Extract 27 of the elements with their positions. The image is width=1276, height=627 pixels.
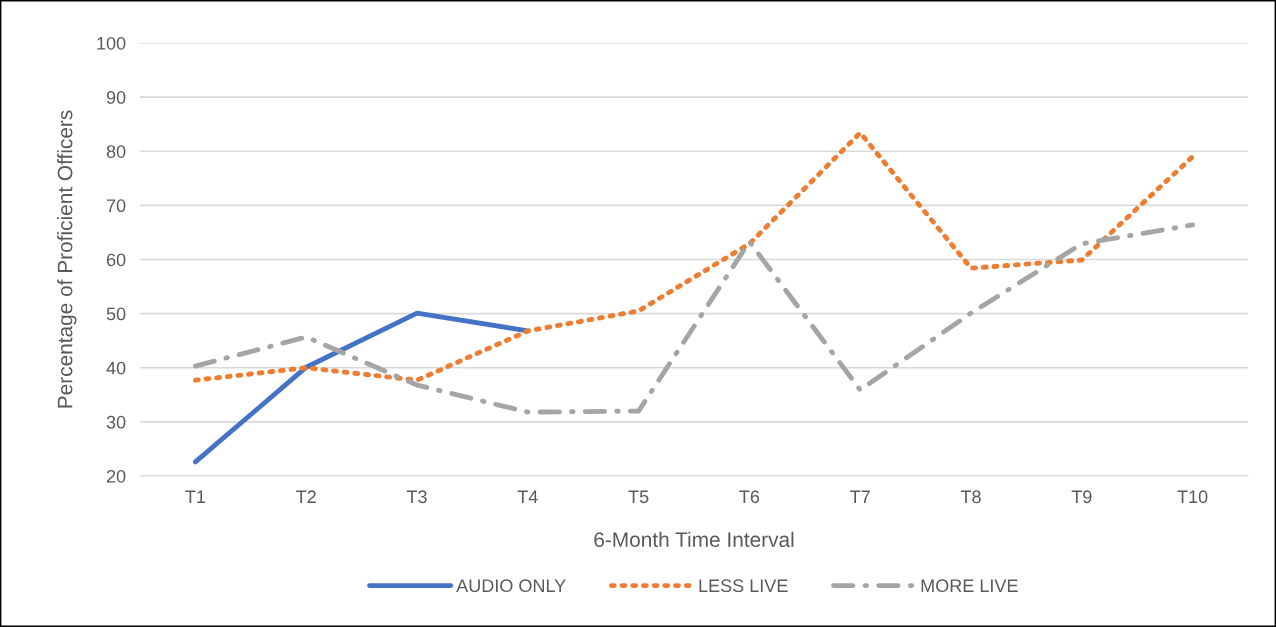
- legend-label: AUDIO ONLY: [456, 579, 566, 593]
- x-tick-label: T10: [1177, 490, 1208, 504]
- y-tick-label: 70: [106, 199, 126, 213]
- x-tick-label: T1: [185, 490, 206, 503]
- y-tick-label: 80: [106, 145, 126, 158]
- y-tick-label: 90: [106, 91, 126, 104]
- y-tick-label: 50: [106, 307, 126, 321]
- x-tick-label: T4: [517, 490, 538, 503]
- x-tick-label: T6: [739, 490, 760, 504]
- line-series: [192, 310, 531, 465]
- x-tick-label: T8: [960, 490, 981, 504]
- y-tick-label: 100: [97, 36, 126, 50]
- y-tick-label: 20: [106, 469, 126, 483]
- y-tick-label: 60: [106, 253, 126, 267]
- legend-label: MORE LIVE: [921, 579, 1018, 593]
- y-axis-title: Percentage of Proficient Officers: [57, 110, 77, 408]
- x-tick-label: T5: [628, 490, 649, 504]
- x-tick-label: T3: [406, 490, 427, 504]
- x-tick-label: T7: [850, 490, 870, 503]
- x-tick-label: T9: [1071, 490, 1092, 504]
- legend-label: LESS LIVE: [699, 579, 788, 593]
- y-tick-label: 30: [106, 415, 126, 429]
- line-series: [192, 130, 1196, 383]
- line-series: [192, 222, 1196, 415]
- x-tick-label: T2: [296, 490, 316, 503]
- x-axis-title: 6-Month Time Interval: [594, 531, 794, 548]
- y-tick-label: 40: [106, 361, 126, 375]
